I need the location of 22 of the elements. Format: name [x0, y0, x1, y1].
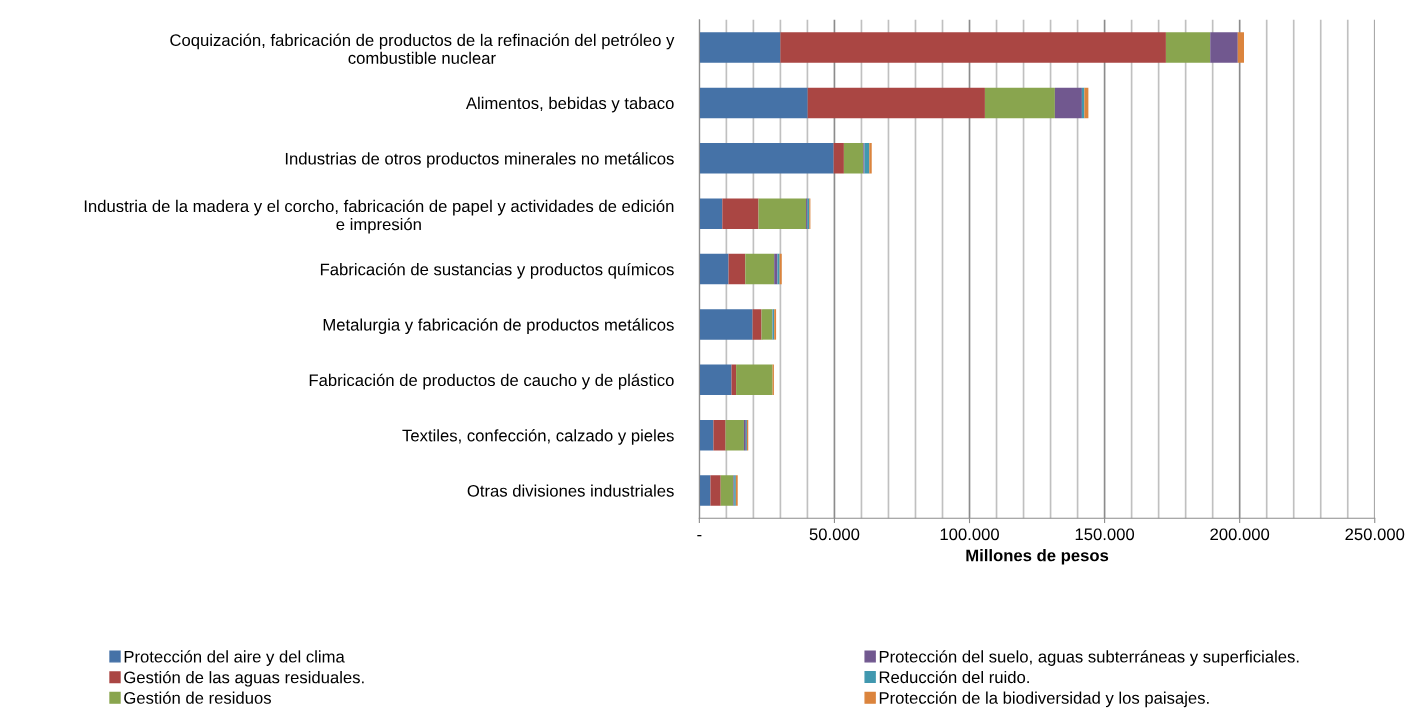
legend-label: Gestión de las aguas residuales.: [124, 670, 364, 687]
y-tick-label: Textiles, confección, calzado y pieles: [402, 429, 674, 445]
x-tick-label: 100.000: [940, 528, 999, 541]
legend-label: Reducción del ruido.: [879, 670, 1029, 684]
legend-label: Protección del suelo, aguas subterráneas y superficiales.: [879, 650, 1299, 666]
y-tick-label: Industrias de otros productos minerales no metálicos: [285, 152, 674, 168]
y-tick-label: Alimentos, bebidas y tabaco: [465, 96, 674, 113]
y-tick-label: Otras divisiones industriales: [467, 484, 674, 497]
legend-label: Protección de la biodiversidad y los paisajes.: [879, 691, 1209, 708]
y-tick-label: Industria de la madera y el corcho, fabricación de papel y actividades de edición e impresión: [84, 199, 674, 234]
x-tick-label: 150.000: [1075, 528, 1135, 541]
x-tick-label: 250.000: [1345, 528, 1405, 541]
y-tick-label: Fabricación de sustancias y productos químicos: [320, 262, 674, 279]
x-axis-title: Millones de pesos: [966, 549, 1109, 565]
y-tick-label: Metalurgia y fabricación de productos metálicos: [323, 318, 674, 335]
x-tick-label: 50.000: [809, 528, 860, 541]
x-tick-label: -: [697, 534, 702, 537]
y-tick-label: Coquización, fabricación de productos de la refinación del petróleo y combustible nuclear: [170, 33, 675, 64]
legend-label: Gestión de residuos: [124, 691, 271, 704]
y-tick-label: Fabricación de productos de caucho y de plástico: [309, 373, 674, 390]
x-tick-label: 200.000: [1210, 528, 1270, 541]
legend-label: Protección del aire y del clima: [124, 650, 345, 666]
